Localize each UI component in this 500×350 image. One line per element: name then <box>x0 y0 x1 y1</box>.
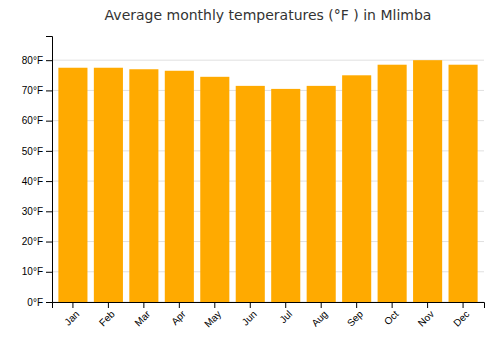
x-tick-mark <box>179 302 180 308</box>
x-tick: Aug <box>309 302 329 329</box>
x-tick-mark <box>108 302 109 308</box>
x-tick: May <box>202 302 223 330</box>
x-tick: Sep <box>345 302 366 329</box>
y-tick-label: 20°F <box>22 236 43 247</box>
y-tick-label: 30°F <box>22 206 43 217</box>
y-tick: 80°F <box>22 55 52 66</box>
x-tick-mark <box>250 302 251 308</box>
bar <box>378 65 407 302</box>
y-tick-mark <box>46 302 52 303</box>
y-tick-mark <box>46 211 52 212</box>
y-tick-label: 70°F <box>22 85 43 96</box>
x-tick-label: Dec <box>451 308 471 328</box>
y-tick: 30°F <box>22 206 52 217</box>
y-axis: 0°F 10°F 20°F 30°F 40°F 50°F 60°F 70°F 80°F <box>22 37 53 308</box>
y-tick: 60°F <box>22 115 52 126</box>
bar <box>129 69 158 302</box>
y-tick-label: 40°F <box>22 176 43 187</box>
y-tick-label: 10°F <box>22 266 43 277</box>
x-tick: Mar <box>132 302 152 328</box>
x-tick: Dec <box>451 302 471 329</box>
x-tick-label: Nov <box>416 308 436 328</box>
y-tick: 10°F <box>22 266 52 277</box>
y-tick: 50°F <box>22 146 52 157</box>
x-axis-line <box>53 303 485 309</box>
x-tick-label: Feb <box>97 308 117 328</box>
x-tick-mark <box>427 302 428 308</box>
x-tick: Feb <box>97 302 117 328</box>
x-tick-label: Jun <box>240 308 259 327</box>
bar <box>307 86 336 302</box>
x-tick-label: May <box>202 308 223 329</box>
x-tick-mark <box>143 302 144 308</box>
x-tick-mark <box>463 302 464 308</box>
y-tick: 40°F <box>22 176 52 187</box>
x-tick-label: Aug <box>309 308 329 328</box>
bar <box>413 60 442 302</box>
bar <box>94 68 123 302</box>
bar <box>236 86 265 302</box>
bar <box>58 68 87 302</box>
y-tick-label: 80°F <box>22 55 43 66</box>
x-tick-mark <box>321 302 322 308</box>
x-tick: Jul <box>277 302 294 325</box>
grid <box>52 60 484 302</box>
y-tick: 0°F <box>27 297 52 308</box>
x-axis: Jan Feb Mar Apr May Jun Jul Aug Sep Oct Nov Dec <box>53 302 485 330</box>
y-tick-label: 60°F <box>22 115 43 126</box>
x-tick-label: Jul <box>277 308 294 325</box>
bar <box>200 77 229 302</box>
x-tick: Oct <box>382 302 401 327</box>
bar <box>271 89 300 302</box>
y-tick-mark <box>46 121 52 122</box>
x-tick-mark <box>356 302 357 308</box>
title: Average monthly temperatures (°F ) in Ml… <box>105 7 432 23</box>
y-tick-mark <box>46 181 52 182</box>
x-tick-label: Apr <box>169 308 188 327</box>
bar <box>165 71 194 302</box>
y-tick-label: 50°F <box>22 146 43 157</box>
y-tick: 70°F <box>22 85 52 96</box>
y-tick-label: 0°F <box>27 297 43 308</box>
bars <box>58 60 477 302</box>
x-tick: Jun <box>240 302 259 328</box>
x-tick-mark <box>392 302 393 308</box>
y-tick-mark <box>46 60 52 61</box>
bar <box>449 65 478 302</box>
chart: 0°F 10°F 20°F 30°F 40°F 50°F 60°F 70°F 80°F Jan Fe… <box>0 0 500 350</box>
x-tick-label: Oct <box>382 308 401 327</box>
y-tick-mark <box>46 90 52 91</box>
plot: 0°F 10°F 20°F 30°F 40°F 50°F 60°F 70°F 80°F Jan Fe… <box>22 37 485 330</box>
y-tick-mark <box>46 242 52 243</box>
x-tick-mark <box>72 302 73 308</box>
bar <box>342 75 371 302</box>
x-tick-label: Jan <box>62 308 81 327</box>
y-tick: 20°F <box>22 236 52 247</box>
y-tick-mark <box>46 151 52 152</box>
x-tick-label: Mar <box>132 308 152 328</box>
x-tick: Jan <box>62 302 81 328</box>
x-tick-mark <box>214 302 215 308</box>
x-tick: Apr <box>169 302 188 327</box>
x-tick: Nov <box>416 302 436 329</box>
y-tick-mark <box>46 272 52 273</box>
y-axis-line <box>46 37 53 303</box>
x-tick-label: Sep <box>345 308 366 329</box>
x-tick-mark <box>285 302 286 308</box>
